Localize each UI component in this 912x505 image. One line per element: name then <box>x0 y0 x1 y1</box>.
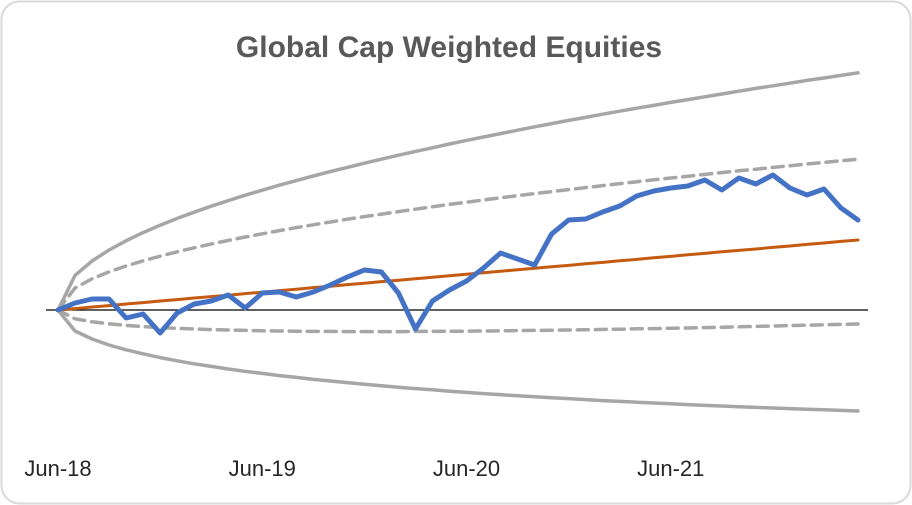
series-line <box>56 238 860 312</box>
series-line <box>56 71 860 312</box>
chart-title: Global Cap Weighted Equities <box>236 31 662 64</box>
x-tick-label: Jun-19 <box>229 456 296 481</box>
series-line <box>56 157 860 312</box>
x-tick-label: Jun-20 <box>433 456 500 481</box>
x-tick-label: Jun-21 <box>637 456 704 481</box>
x-tick-label: Jun-18 <box>24 456 91 481</box>
series-line <box>56 308 860 334</box>
series-line <box>55 172 861 336</box>
series-line <box>56 308 860 413</box>
